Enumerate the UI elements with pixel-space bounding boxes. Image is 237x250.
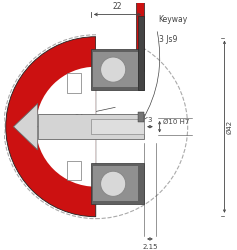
Bar: [38, 114, 144, 139]
Bar: [138, 112, 144, 122]
Wedge shape: [36, 67, 96, 187]
Text: Keyway: Keyway: [159, 15, 188, 24]
Polygon shape: [14, 104, 38, 150]
Bar: [93, 52, 138, 87]
Text: 24: 24: [74, 114, 84, 123]
Text: 3: 3: [148, 117, 152, 123]
Bar: [138, 16, 144, 90]
Bar: [96, 51, 142, 70]
Bar: [96, 183, 142, 202]
Polygon shape: [67, 74, 81, 93]
Bar: [91, 164, 144, 204]
Text: Ø42: Ø42: [226, 120, 232, 134]
Text: 22: 22: [113, 2, 122, 11]
Bar: [96, 16, 137, 90]
Bar: [93, 166, 138, 201]
Circle shape: [100, 57, 126, 82]
Wedge shape: [6, 37, 96, 217]
Polygon shape: [67, 160, 81, 180]
Text: 3 Js9: 3 Js9: [159, 35, 177, 44]
Circle shape: [100, 171, 126, 196]
Text: 2.15: 2.15: [142, 244, 158, 250]
Bar: [91, 119, 144, 134]
Bar: [91, 49, 144, 90]
Text: Ø10 H7: Ø10 H7: [164, 119, 190, 125]
Bar: [137, 0, 144, 70]
